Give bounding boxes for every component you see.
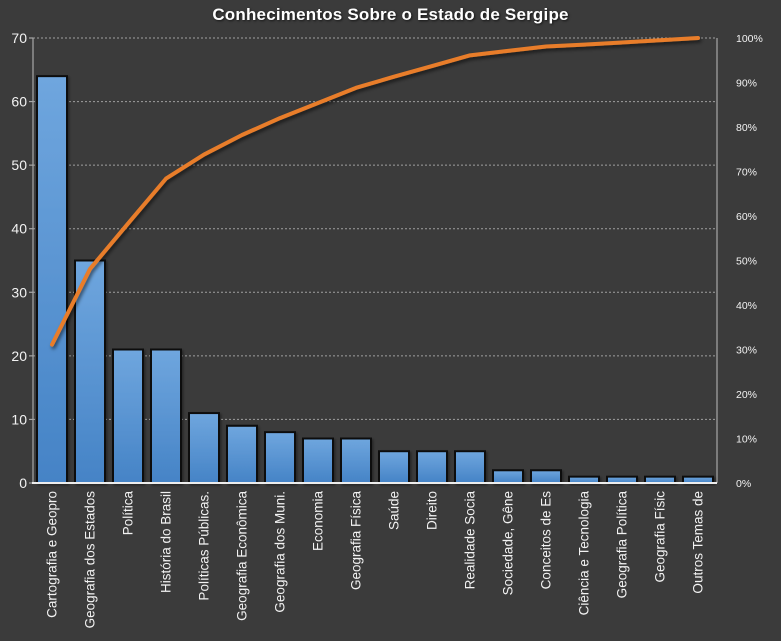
bar (340, 437, 372, 484)
x-category-label: Geografia Física (349, 491, 364, 591)
bar (302, 437, 334, 484)
x-category-label: Ciência e Tecnologia (577, 491, 592, 616)
x-category-label: Geografia dos Estados (83, 491, 98, 629)
x-category-label: Políticas Públicas. (197, 491, 212, 601)
right-axis-label: 90% (736, 78, 757, 90)
bar (188, 412, 220, 485)
right-axis-label: 70% (736, 167, 757, 179)
x-category-label: Outros Temas de (691, 491, 706, 594)
right-axis-label: 100% (736, 33, 763, 45)
left-axis-label: 50 (11, 157, 27, 173)
x-category-label: Política (121, 491, 136, 536)
x-category-label: Geografia Físic (653, 491, 668, 583)
x-category-label: Sociedade, Gêne (501, 491, 516, 595)
x-category-label: História do Brasil (159, 491, 174, 593)
bar (112, 348, 144, 484)
bar (150, 348, 182, 484)
right-axis-label: 10% (736, 434, 757, 446)
x-category-label: Conceitos de Es (539, 491, 554, 590)
left-axis-label: 20 (11, 348, 27, 364)
left-axis-label: 0 (19, 475, 27, 491)
right-axis-label: 60% (736, 211, 757, 223)
bar (378, 450, 410, 485)
x-category-label: Saúde (387, 491, 402, 530)
x-category-label: Direito (425, 491, 440, 530)
left-axis-label: 60 (11, 94, 27, 110)
left-axis-label: 10 (11, 411, 27, 427)
right-axis-label: 30% (736, 345, 757, 357)
right-axis-label: 80% (736, 122, 757, 134)
left-axis-label: 30 (11, 284, 27, 300)
x-category-label: Geografia dos Muni. (273, 491, 288, 613)
x-category-label: Cartografia e Geopro (45, 491, 60, 618)
x-category-label: Geografia Econômica (235, 491, 250, 621)
x-category-label: Realidade Socia (463, 491, 478, 590)
x-category-label: Economia (311, 491, 326, 552)
right-axis-label: 50% (736, 256, 757, 268)
bar (36, 75, 68, 485)
chart-title: Conhecimentos Sobre o Estado de Sergipe (212, 5, 569, 24)
bar (264, 431, 296, 484)
right-axis-label: 20% (736, 389, 757, 401)
left-axis-label: 70 (11, 30, 27, 46)
bar (454, 450, 486, 485)
bar (226, 424, 258, 484)
right-axis-label: 0% (736, 478, 751, 490)
bar (530, 469, 562, 484)
bar (492, 469, 524, 484)
bar (416, 450, 448, 485)
left-axis-label: 40 (11, 221, 27, 237)
cumulative-line (50, 36, 700, 347)
right-axis-label: 40% (736, 300, 757, 312)
x-category-label: Geografia Política (615, 491, 630, 599)
